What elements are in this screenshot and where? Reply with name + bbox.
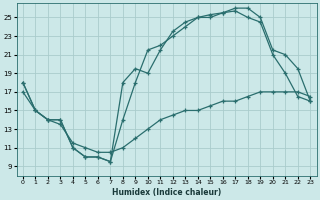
X-axis label: Humidex (Indice chaleur): Humidex (Indice chaleur) — [112, 188, 221, 197]
